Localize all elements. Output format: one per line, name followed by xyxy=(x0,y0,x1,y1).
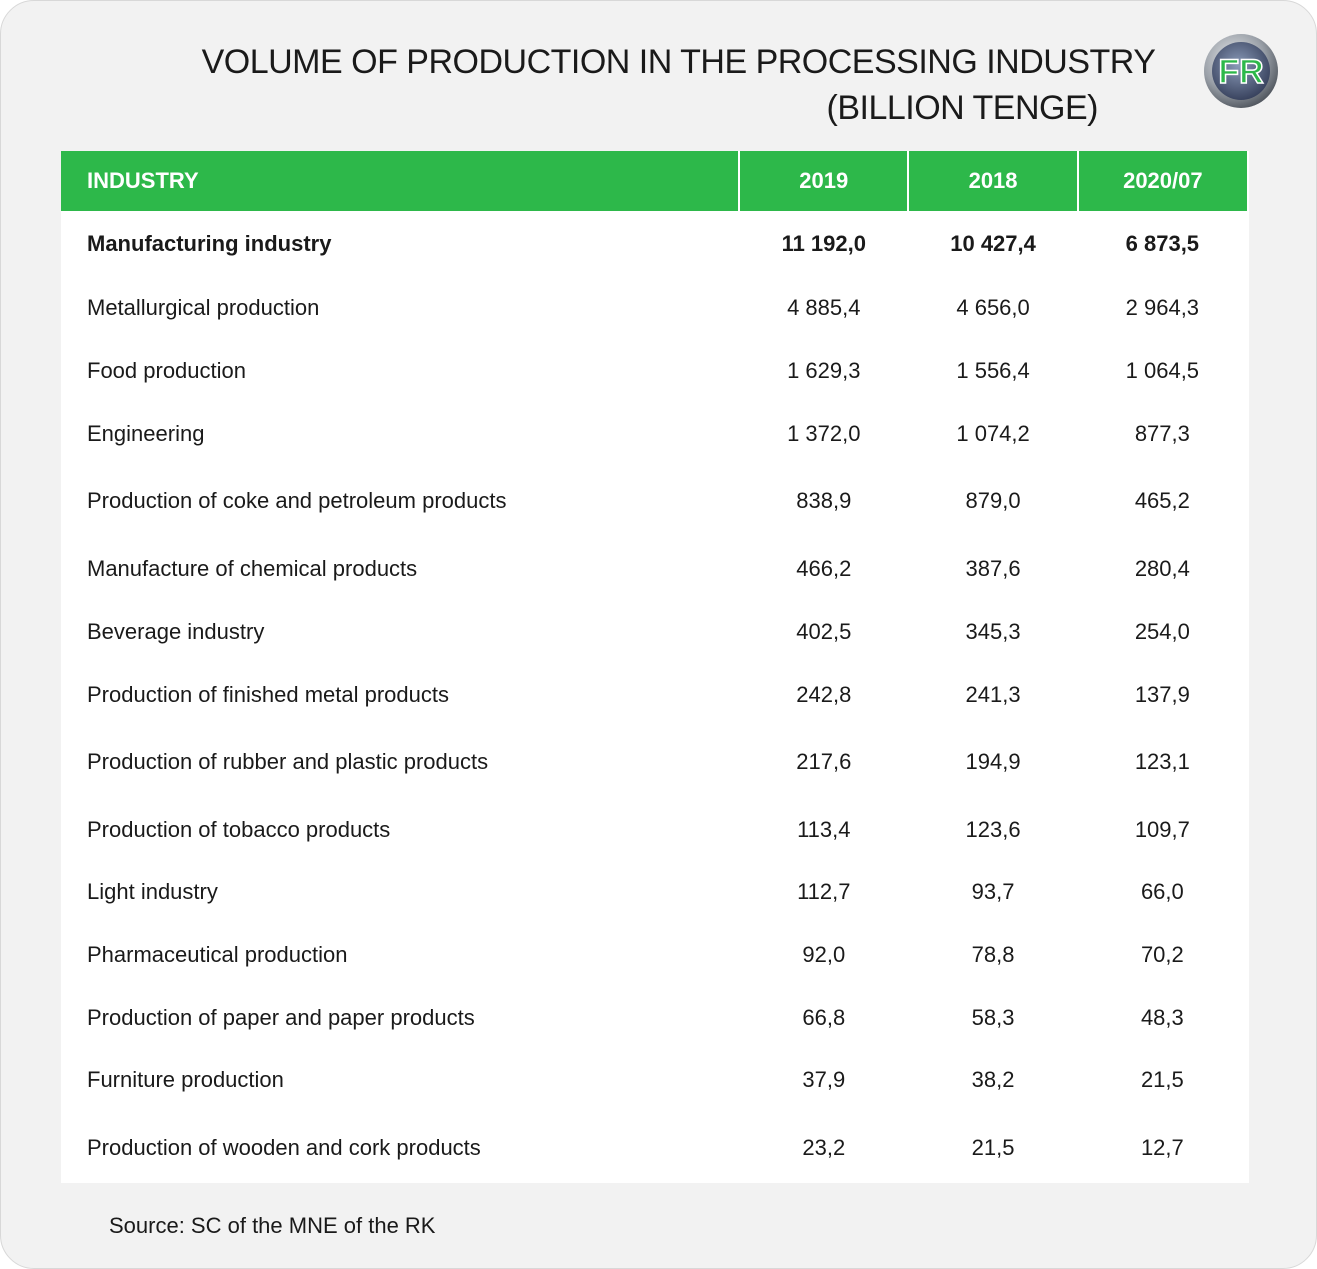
column-header-2019: 2019 xyxy=(738,151,909,211)
cell-industry: Production of finished metal products xyxy=(87,681,449,707)
column-header-2020-07: 2020/07 xyxy=(1076,151,1247,211)
cell-2018: 4 656,0 xyxy=(956,295,1030,320)
cell-2018: 1 556,4 xyxy=(956,357,1030,383)
cell-2018: 1 074,2 xyxy=(956,420,1030,446)
cell-industry: Beverage industry xyxy=(87,618,265,644)
table-row: Production of tobacco products 113,4 123,6… xyxy=(61,798,1247,861)
table-row: Production of finished metal products 242… xyxy=(61,663,1247,726)
cell-2019: 1 629,3 xyxy=(787,357,861,383)
cell-2018: 93,7 xyxy=(971,879,1015,904)
table-row: Production of coke and petroleum product… xyxy=(61,465,1247,537)
cell-2018: 38,2 xyxy=(971,1067,1015,1092)
cell-2020-07: 70,2 xyxy=(1140,941,1184,967)
cell-2019: 112,7 xyxy=(797,879,851,904)
cell-industry: Furniture production xyxy=(87,1067,284,1092)
cell-2019: 66,8 xyxy=(802,1004,846,1030)
table-row: Metallurgical production 4 885,4 4 656,0 2 … xyxy=(61,277,1247,339)
cell-2020-07: 109,7 xyxy=(1134,816,1190,842)
cell-2018: 78,8 xyxy=(971,941,1015,967)
cell-industry: Production of wooden and cork products xyxy=(87,1134,481,1160)
table-header-row: INDUSTRY 2019 2018 2020/07 xyxy=(61,151,1247,211)
cell-industry: Manufacturing industry xyxy=(87,231,332,256)
cell-industry: Production of rubber and plastic product… xyxy=(87,749,489,774)
cell-2019: 466,2 xyxy=(796,555,852,581)
cell-2019: 37,9 xyxy=(802,1067,846,1092)
cell-2018: 879,0 xyxy=(965,488,1021,513)
cell-2019: 1 372,0 xyxy=(787,420,861,446)
logo-text: FR xyxy=(1218,53,1263,91)
cell-2020-07: 1 064,5 xyxy=(1125,357,1200,383)
cell-2019: 11 192,0 xyxy=(781,231,866,256)
fr-logo-icon: FR xyxy=(1204,34,1278,108)
cell-2019: 113,4 xyxy=(797,816,851,842)
cell-2020-07: 6 873,5 xyxy=(1125,231,1200,256)
cell-2018: 387,6 xyxy=(965,555,1021,581)
table-row: Furniture production 37,9 38,2 21,5 xyxy=(61,1049,1247,1111)
column-header-industry: INDUSTRY xyxy=(61,151,740,211)
cell-2020-07: 123,1 xyxy=(1134,749,1190,774)
cell-2018: 241,3 xyxy=(965,681,1021,707)
cell-2020-07: 21,5 xyxy=(1140,1067,1184,1092)
cell-industry: Manufacture of chemical products xyxy=(87,555,418,581)
cell-industry: Production of coke and petroleum product… xyxy=(87,488,507,513)
cell-2019: 4 885,4 xyxy=(787,295,861,320)
table-row: Manufacture of chemical products 466,2 387… xyxy=(61,537,1247,600)
table-row: Food production 1 629,3 1 556,4 1 064,5 xyxy=(61,339,1247,402)
title-line-1: VOLUME OF PRODUCTION IN THE PROCESSING I… xyxy=(201,43,1156,81)
cell-2020-07: 877,3 xyxy=(1134,420,1190,446)
table-row: Production of paper and paper products 66… xyxy=(61,986,1247,1049)
cell-industry: Engineering xyxy=(87,420,205,446)
cell-2020-07: 137,9 xyxy=(1134,681,1190,707)
cell-2018: 21,5 xyxy=(971,1134,1015,1160)
cell-2020-07: 2 964,3 xyxy=(1125,295,1200,320)
table-body: Manufacturing industry 11 192,0 10 427,4 6 … xyxy=(61,211,1247,1184)
cell-2019: 402,5 xyxy=(796,618,852,644)
cell-industry: Pharmaceutical production xyxy=(87,941,348,967)
table-row: Pharmaceutical production 92,0 78,8 70,2 xyxy=(61,923,1247,986)
cell-2018: 10 427,4 xyxy=(950,231,1036,256)
data-table: INDUSTRY 2019 2018 2020/07 Manufacturing… xyxy=(61,151,1247,1184)
table-row: Light industry 112,7 93,7 66,0 xyxy=(61,861,1247,923)
cell-industry: Food production xyxy=(87,357,246,383)
table-row: Production of wooden and cork products 23… xyxy=(61,1111,1247,1184)
chart-title: VOLUME OF PRODUCTION IN THE PROCESSING I… xyxy=(1,39,1316,131)
table-row: Beverage industry 402,5 345,3 254,0 xyxy=(61,600,1247,663)
title-line-2: (BILLION TENGE) xyxy=(826,89,1099,127)
cell-2019: 217,6 xyxy=(796,749,852,774)
source-note: Source: SC of the MNE of the RK xyxy=(109,1213,436,1238)
cell-2020-07: 254,0 xyxy=(1134,618,1190,644)
table-row: Engineering 1 372,0 1 074,2 877,3 xyxy=(61,402,1247,465)
column-header-2018: 2018 xyxy=(907,151,1078,211)
data-table-panel: INDUSTRY 2019 2018 2020/07 Manufacturing… xyxy=(61,151,1249,1183)
table-row: Manufacturing industry 11 192,0 10 427,4 6 … xyxy=(61,211,1247,277)
cell-2020-07: 48,3 xyxy=(1140,1004,1184,1030)
cell-2019: 23,2 xyxy=(802,1134,846,1160)
cell-2020-07: 280,4 xyxy=(1134,555,1190,581)
cell-industry: Production of paper and paper products xyxy=(87,1004,475,1030)
cell-2020-07: 66,0 xyxy=(1140,879,1184,904)
cell-2020-07: 465,2 xyxy=(1134,488,1190,513)
cell-2019: 242,8 xyxy=(796,681,852,707)
table-row: Production of rubber and plastic product… xyxy=(61,726,1247,798)
cell-2019: 92,0 xyxy=(802,941,846,967)
cell-industry: Light industry xyxy=(87,879,218,904)
cell-2018: 123,6 xyxy=(965,816,1021,842)
cell-industry: Metallurgical production xyxy=(87,295,320,320)
cell-industry: Production of tobacco products xyxy=(87,816,391,842)
cell-2018: 345,3 xyxy=(965,618,1021,644)
cell-2018: 194,9 xyxy=(965,749,1021,774)
cell-2018: 58,3 xyxy=(971,1004,1015,1030)
cell-2019: 838,9 xyxy=(796,488,852,513)
cell-2020-07: 12,7 xyxy=(1140,1134,1184,1160)
